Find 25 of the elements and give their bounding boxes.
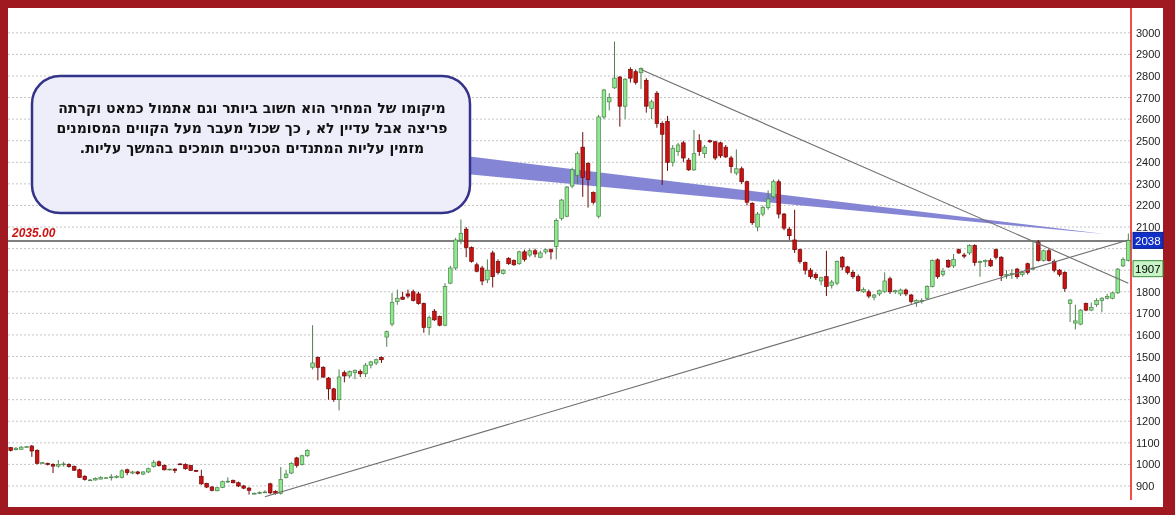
- y-tick-label: 1200: [1136, 415, 1161, 428]
- y-tick-label: 1000: [1136, 458, 1161, 471]
- price-tag: 1907: [1132, 260, 1164, 278]
- y-tick-label: 2700: [1136, 91, 1161, 104]
- y-tick-label: 2400: [1136, 156, 1161, 169]
- y-tick-label: 2900: [1136, 48, 1161, 61]
- y-tick-label: 2200: [1136, 199, 1161, 212]
- y-tick-label: 2300: [1136, 177, 1161, 190]
- y-tick-label: 900: [1136, 479, 1155, 492]
- y-tick-label: 1800: [1136, 285, 1161, 298]
- ref-line-label: 2035.00: [11, 226, 56, 241]
- y-tick-label: 2500: [1136, 134, 1161, 147]
- y-tick-label: 1400: [1136, 372, 1161, 385]
- y-tick-label: 1600: [1136, 328, 1161, 341]
- y-tick-label: 1500: [1136, 350, 1161, 363]
- y-tick-label: 2600: [1136, 113, 1161, 126]
- y-tick-label: 1300: [1136, 393, 1161, 406]
- annotation: מיקומו של המחיר הוא חשוב ביותר וגם אתמול כמאט וקרתה פריצה אבל עדיין לא , כך שכול מעבר מעל הקווים המסומנים מזמין עליות המתנדים הטכניים תומכים בהמשך עליות.: [55, 99, 449, 158]
- price-tag: 2038: [1132, 231, 1164, 249]
- y-tick-label: 2100: [1136, 221, 1161, 234]
- y-tick-label: 1100: [1136, 436, 1160, 449]
- y-tick-label: 3000: [1136, 26, 1161, 39]
- y-tick-label: 2800: [1136, 69, 1161, 82]
- y-tick-label: 1700: [1136, 307, 1161, 320]
- ref-line: 2035.00: [7, 226, 1132, 242]
